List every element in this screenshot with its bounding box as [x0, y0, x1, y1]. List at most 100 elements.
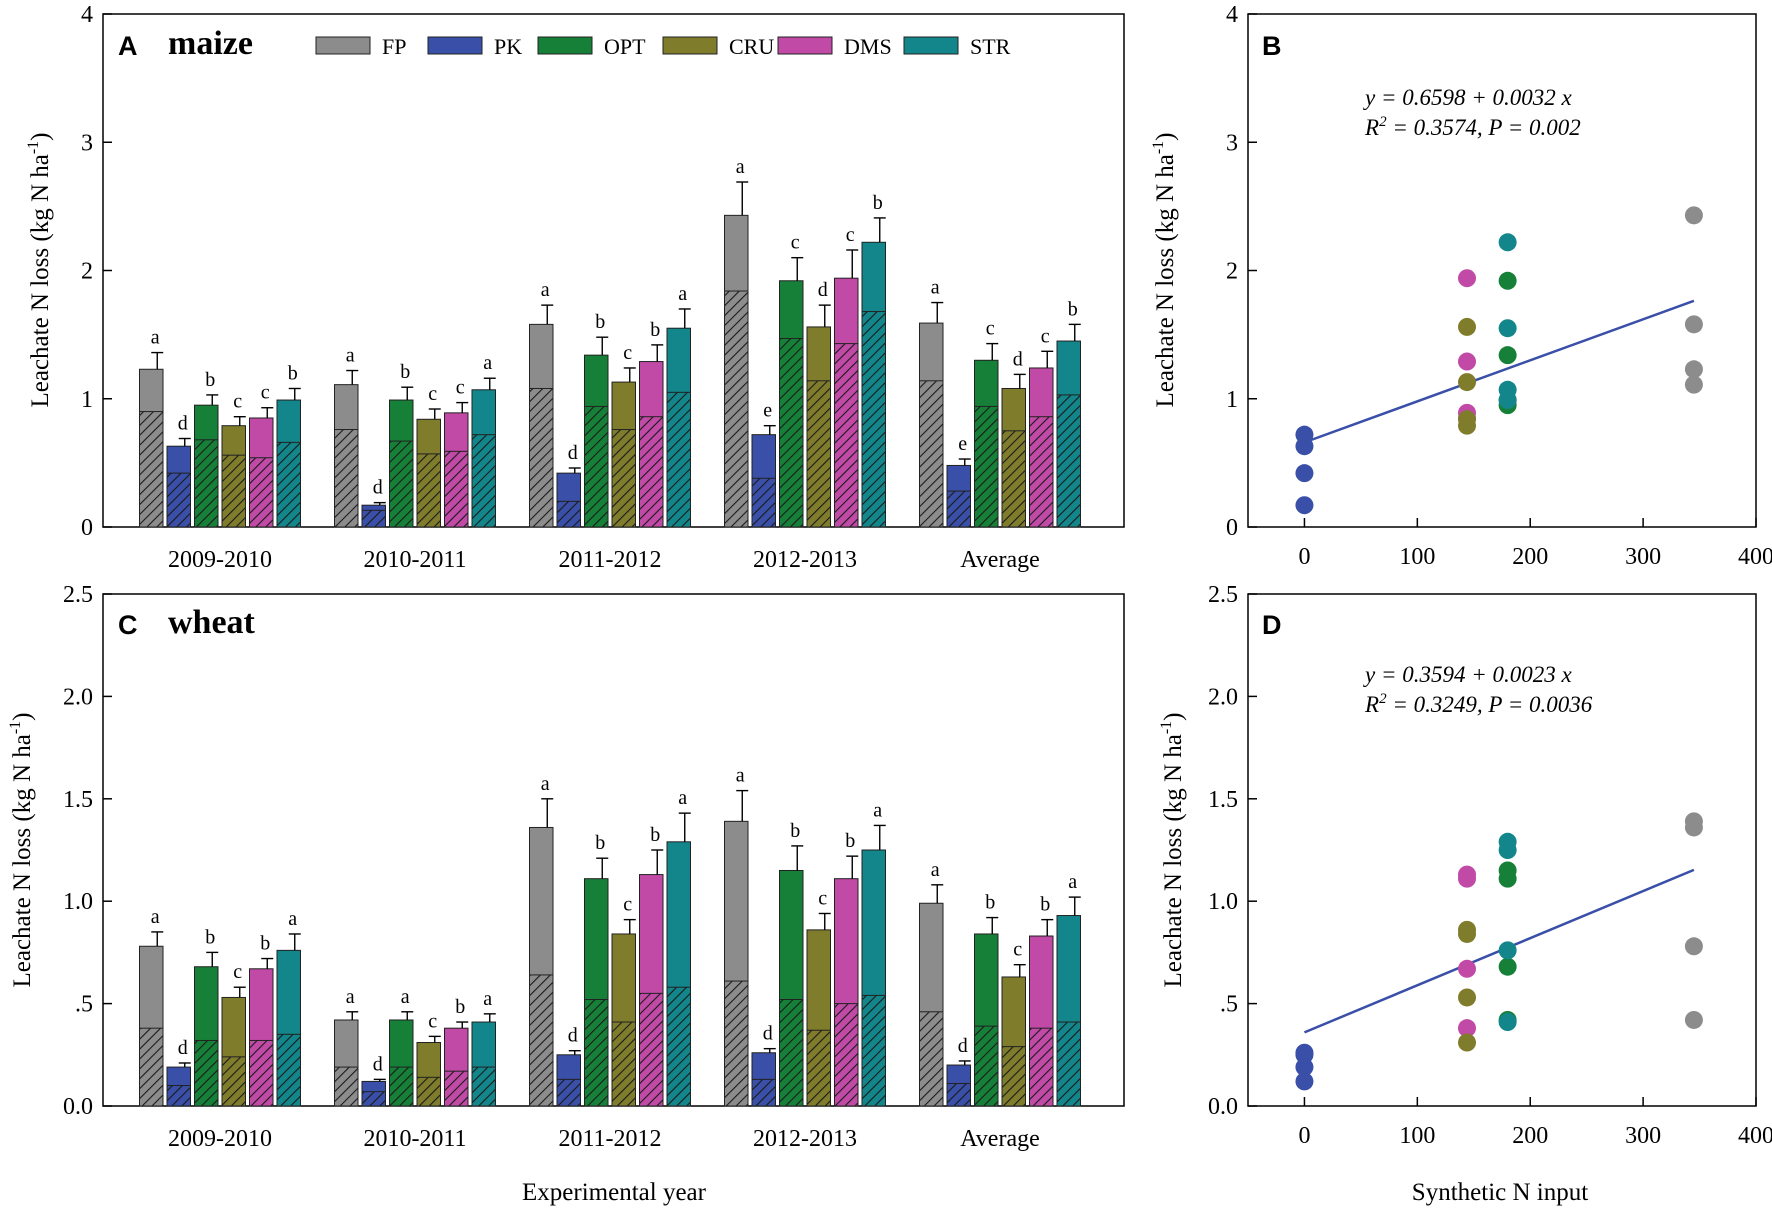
bar-hatched-opt — [194, 439, 219, 528]
point-str — [1498, 319, 1517, 338]
point-pk — [1295, 1058, 1314, 1077]
significance-letter: b — [288, 362, 298, 384]
bar-hatched-dms — [444, 1070, 469, 1107]
point-dms — [1458, 352, 1477, 371]
regression-line — [1304, 299, 1695, 444]
x-tick-label: 2012-2013 — [753, 1126, 857, 1152]
y-tick-label: 2.0 — [1208, 684, 1238, 710]
x-tick-label: Average — [960, 547, 1040, 573]
r2-rest: = 0.3574, P = 0.002 — [1387, 115, 1581, 140]
x-tick-label: 0 — [1298, 544, 1310, 570]
x-tick-label: 2010-2011 — [363, 1126, 466, 1152]
significance-letter: a — [151, 906, 160, 928]
y-axis-label: Leachate N loss (kg N ha-1) — [1158, 712, 1187, 987]
y-tick-label: 0 — [1226, 515, 1238, 541]
significance-letter: b — [595, 832, 605, 854]
bar-hatched-fp — [529, 387, 554, 528]
r2-exponent: 2 — [1379, 691, 1387, 707]
significance-letter: c — [818, 887, 827, 909]
x-tick-label: 2011-2012 — [558, 547, 661, 573]
significance-letter: c — [233, 961, 242, 983]
bar-hatched-fp — [919, 1011, 944, 1107]
bar-hatched-str — [861, 311, 886, 528]
y-tick-label: 2.5 — [1208, 582, 1238, 608]
point-opt — [1498, 346, 1517, 365]
significance-letter: d — [763, 1023, 773, 1045]
bar-hatched-dms — [249, 457, 274, 528]
bar-hatched-pk — [751, 1078, 776, 1107]
y-axis-label-close: ) — [9, 712, 36, 720]
y-tick-label: 2 — [81, 259, 93, 285]
x-tick-label: 2009-2010 — [168, 547, 272, 573]
panel-c-wheat-bar-chart: 0.0.51.01.52.02.52009-2010adbcba2010-201… — [7, 582, 1125, 1206]
bar-hatched-dms — [444, 450, 469, 528]
bar-hatched-cru — [416, 1076, 441, 1107]
legend-swatch-pk — [427, 36, 483, 55]
legend-swatch-str — [903, 36, 959, 55]
bar-hatched-str — [471, 434, 496, 528]
y-axis-label-close: ) — [27, 132, 54, 140]
point-str — [1498, 391, 1517, 410]
x-tick-label: 400 — [1738, 544, 1772, 570]
significance-letter: c — [456, 377, 465, 399]
y-axis-label: Leachate N loss (kg N ha-1) — [25, 132, 54, 407]
point-pk — [1295, 464, 1314, 483]
legend: FP PK OPT CRU DMS STR — [315, 34, 1011, 59]
bar-hatched-pk — [361, 1091, 386, 1107]
r2-symbol: R — [1364, 692, 1379, 717]
x-tick-label: 200 — [1512, 544, 1548, 570]
point-opt — [1498, 869, 1517, 888]
bar-hatched-pk — [556, 500, 581, 528]
bar-hatched-dms — [639, 416, 664, 528]
bar-hatched-opt — [194, 1039, 219, 1107]
y-tick-label: 1.0 — [63, 889, 93, 915]
bar-hatched-str — [276, 1033, 301, 1107]
y-tick-label: 4 — [81, 2, 93, 28]
significance-letter: c — [1041, 325, 1050, 347]
y-tick-label: 4 — [1226, 2, 1238, 28]
bar-hatched-pk — [946, 1082, 971, 1107]
point-fp — [1684, 360, 1703, 379]
significance-letter: b — [205, 926, 215, 948]
significance-letter: d — [1013, 348, 1023, 370]
x-tick-label: 300 — [1625, 1123, 1661, 1149]
point-cru — [1458, 317, 1477, 336]
y-tick-label: 1 — [1226, 387, 1238, 413]
significance-letter: a — [931, 859, 940, 881]
y-tick-label: .5 — [1220, 992, 1238, 1018]
point-cru — [1458, 416, 1477, 435]
bar-hatched-pk — [946, 490, 971, 528]
x-tick-label: 100 — [1399, 1123, 1435, 1149]
bar-hatched-fp — [919, 380, 944, 528]
bar-hatched-cru — [221, 454, 246, 528]
bar-hatched-opt — [779, 999, 804, 1107]
significance-letter: a — [678, 787, 687, 809]
significance-letter: a — [346, 986, 355, 1008]
bar-hatched-fp — [724, 980, 749, 1107]
y-tick-label: 1.0 — [1208, 889, 1238, 915]
point-cru — [1458, 1033, 1477, 1052]
significance-letter: d — [373, 1053, 383, 1075]
panel-b-maize-scatter: 0 1 2 3 4 0 100 200 300 400 B y = 0.6598 + 0.0032… — [1150, 2, 1772, 570]
significance-letter: b — [1040, 894, 1050, 916]
significance-letter: a — [346, 345, 355, 367]
panel-letter: C — [118, 610, 138, 640]
y-tick-label: 1.5 — [1208, 787, 1238, 813]
legend-swatch-fp — [315, 36, 371, 55]
panel-title: maize — [168, 25, 253, 62]
significance-letter: c — [428, 383, 437, 405]
bar-hatched-str — [276, 441, 301, 528]
bar-hatched-fp — [529, 974, 554, 1107]
r2-rest: = 0.3249, P = 0.0036 — [1387, 692, 1593, 717]
x-axis-label: Synthetic N input — [1412, 1179, 1588, 1206]
point-fp — [1684, 1010, 1703, 1029]
bar-hatched-str — [1056, 394, 1081, 528]
y-tick-label: 3 — [81, 130, 93, 156]
significance-letter: b — [1068, 298, 1078, 320]
x-axis-label: Experimental year — [522, 1179, 707, 1206]
legend-label-dms: DMS — [844, 34, 892, 59]
legend-label-fp: FP — [382, 34, 406, 59]
r2-symbol: R — [1364, 115, 1379, 140]
bar-hatched-fp — [334, 429, 359, 528]
